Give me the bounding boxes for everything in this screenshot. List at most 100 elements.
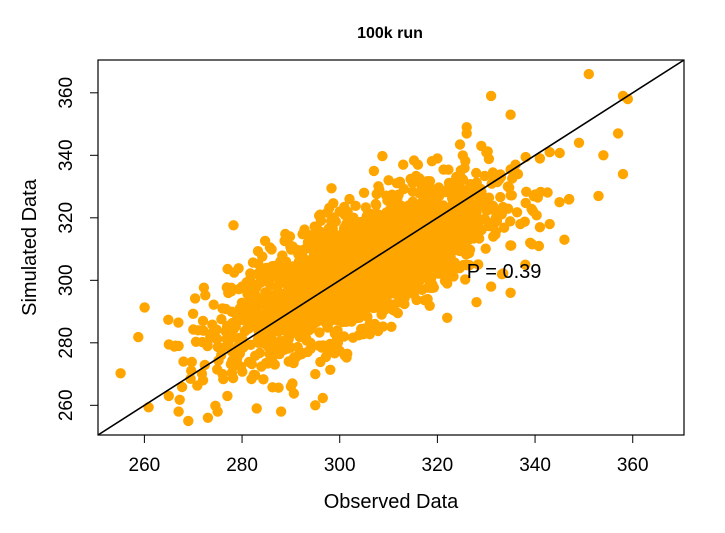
- data-point: [479, 170, 490, 182]
- data-point: [422, 176, 433, 187]
- data-point: [295, 247, 307, 258]
- data-point: [202, 412, 214, 423]
- data-point: [451, 237, 463, 248]
- data-point: [200, 290, 211, 301]
- x-axis-label: Observed Data: [324, 491, 459, 513]
- data-point: [485, 90, 497, 102]
- data-point: [471, 167, 482, 179]
- data-point: [190, 336, 202, 347]
- data-point: [527, 205, 539, 217]
- data-point: [534, 222, 546, 233]
- data-point: [335, 251, 346, 262]
- data-point: [335, 280, 346, 291]
- data-point: [454, 245, 466, 257]
- y-axis-label: Simulated Data: [19, 178, 41, 316]
- data-point: [521, 186, 532, 197]
- data-point: [285, 279, 296, 290]
- data-point: [612, 128, 624, 139]
- data-point: [356, 240, 368, 251]
- data-point: [334, 272, 345, 283]
- data-point: [133, 331, 144, 343]
- data-point: [189, 293, 201, 304]
- data-point: [364, 318, 375, 330]
- data-point: [433, 182, 444, 193]
- data-point: [359, 297, 370, 308]
- data-point: [173, 317, 184, 328]
- data-point: [226, 346, 237, 357]
- data-point: [186, 356, 197, 368]
- data-point: [465, 179, 476, 190]
- data-point: [544, 147, 555, 158]
- data-point: [352, 231, 363, 243]
- data-point: [243, 323, 255, 334]
- data-point: [364, 329, 375, 340]
- data-point: [435, 231, 447, 242]
- data-point: [457, 188, 468, 199]
- data-point: [498, 268, 509, 279]
- data-point: [310, 368, 321, 380]
- data-point: [583, 68, 594, 80]
- data-point: [290, 319, 301, 331]
- data-point: [449, 229, 460, 240]
- data-point: [178, 356, 189, 367]
- data-point: [374, 277, 385, 288]
- data-point: [480, 214, 491, 225]
- data-point: [253, 337, 264, 348]
- data-point: [492, 211, 504, 222]
- data-point: [197, 315, 209, 327]
- data-point: [212, 341, 223, 353]
- y-tick-label: 320: [56, 202, 77, 234]
- data-point: [257, 251, 268, 262]
- data-point: [394, 176, 406, 187]
- data-point: [506, 190, 517, 201]
- data-point: [434, 239, 445, 250]
- data-point: [310, 400, 321, 411]
- x-tick-label: 340: [519, 455, 551, 476]
- data-point: [237, 366, 248, 377]
- x-tick-label: 320: [422, 455, 454, 476]
- data-point: [420, 214, 431, 225]
- data-point: [343, 250, 354, 261]
- data-point: [208, 299, 219, 310]
- data-point: [296, 258, 307, 269]
- data-point: [476, 186, 487, 198]
- data-point: [307, 245, 319, 256]
- data-point: [307, 313, 318, 325]
- data-point: [250, 370, 261, 381]
- data-point: [173, 406, 184, 417]
- data-point: [377, 150, 388, 162]
- data-point: [301, 279, 313, 290]
- data-point: [408, 155, 420, 166]
- data-point: [471, 297, 482, 308]
- data-point: [426, 204, 437, 216]
- data-point: [505, 287, 516, 298]
- data-point: [554, 147, 565, 159]
- data-point: [534, 153, 546, 164]
- data-point: [454, 139, 466, 150]
- data-point: [297, 315, 309, 326]
- data-point: [431, 196, 442, 208]
- data-point: [228, 220, 239, 231]
- data-point: [139, 302, 150, 313]
- data-point: [277, 250, 288, 261]
- y-tick-label: 260: [56, 389, 77, 421]
- data-point: [382, 195, 393, 206]
- data-point: [330, 297, 342, 308]
- data-point: [278, 264, 289, 276]
- data-point: [207, 319, 218, 330]
- data-point: [301, 335, 312, 346]
- data-point: [544, 218, 555, 230]
- y-tick-label: 340: [56, 139, 77, 171]
- data-point: [359, 253, 370, 264]
- data-point: [222, 390, 233, 402]
- data-point: [401, 267, 412, 278]
- data-point: [532, 192, 543, 203]
- data-point: [480, 243, 491, 254]
- data-point: [228, 267, 240, 278]
- data-point: [563, 194, 575, 205]
- data-point: [213, 355, 224, 366]
- data-point: [183, 415, 194, 427]
- data-point: [227, 325, 238, 337]
- data-point: [398, 275, 409, 287]
